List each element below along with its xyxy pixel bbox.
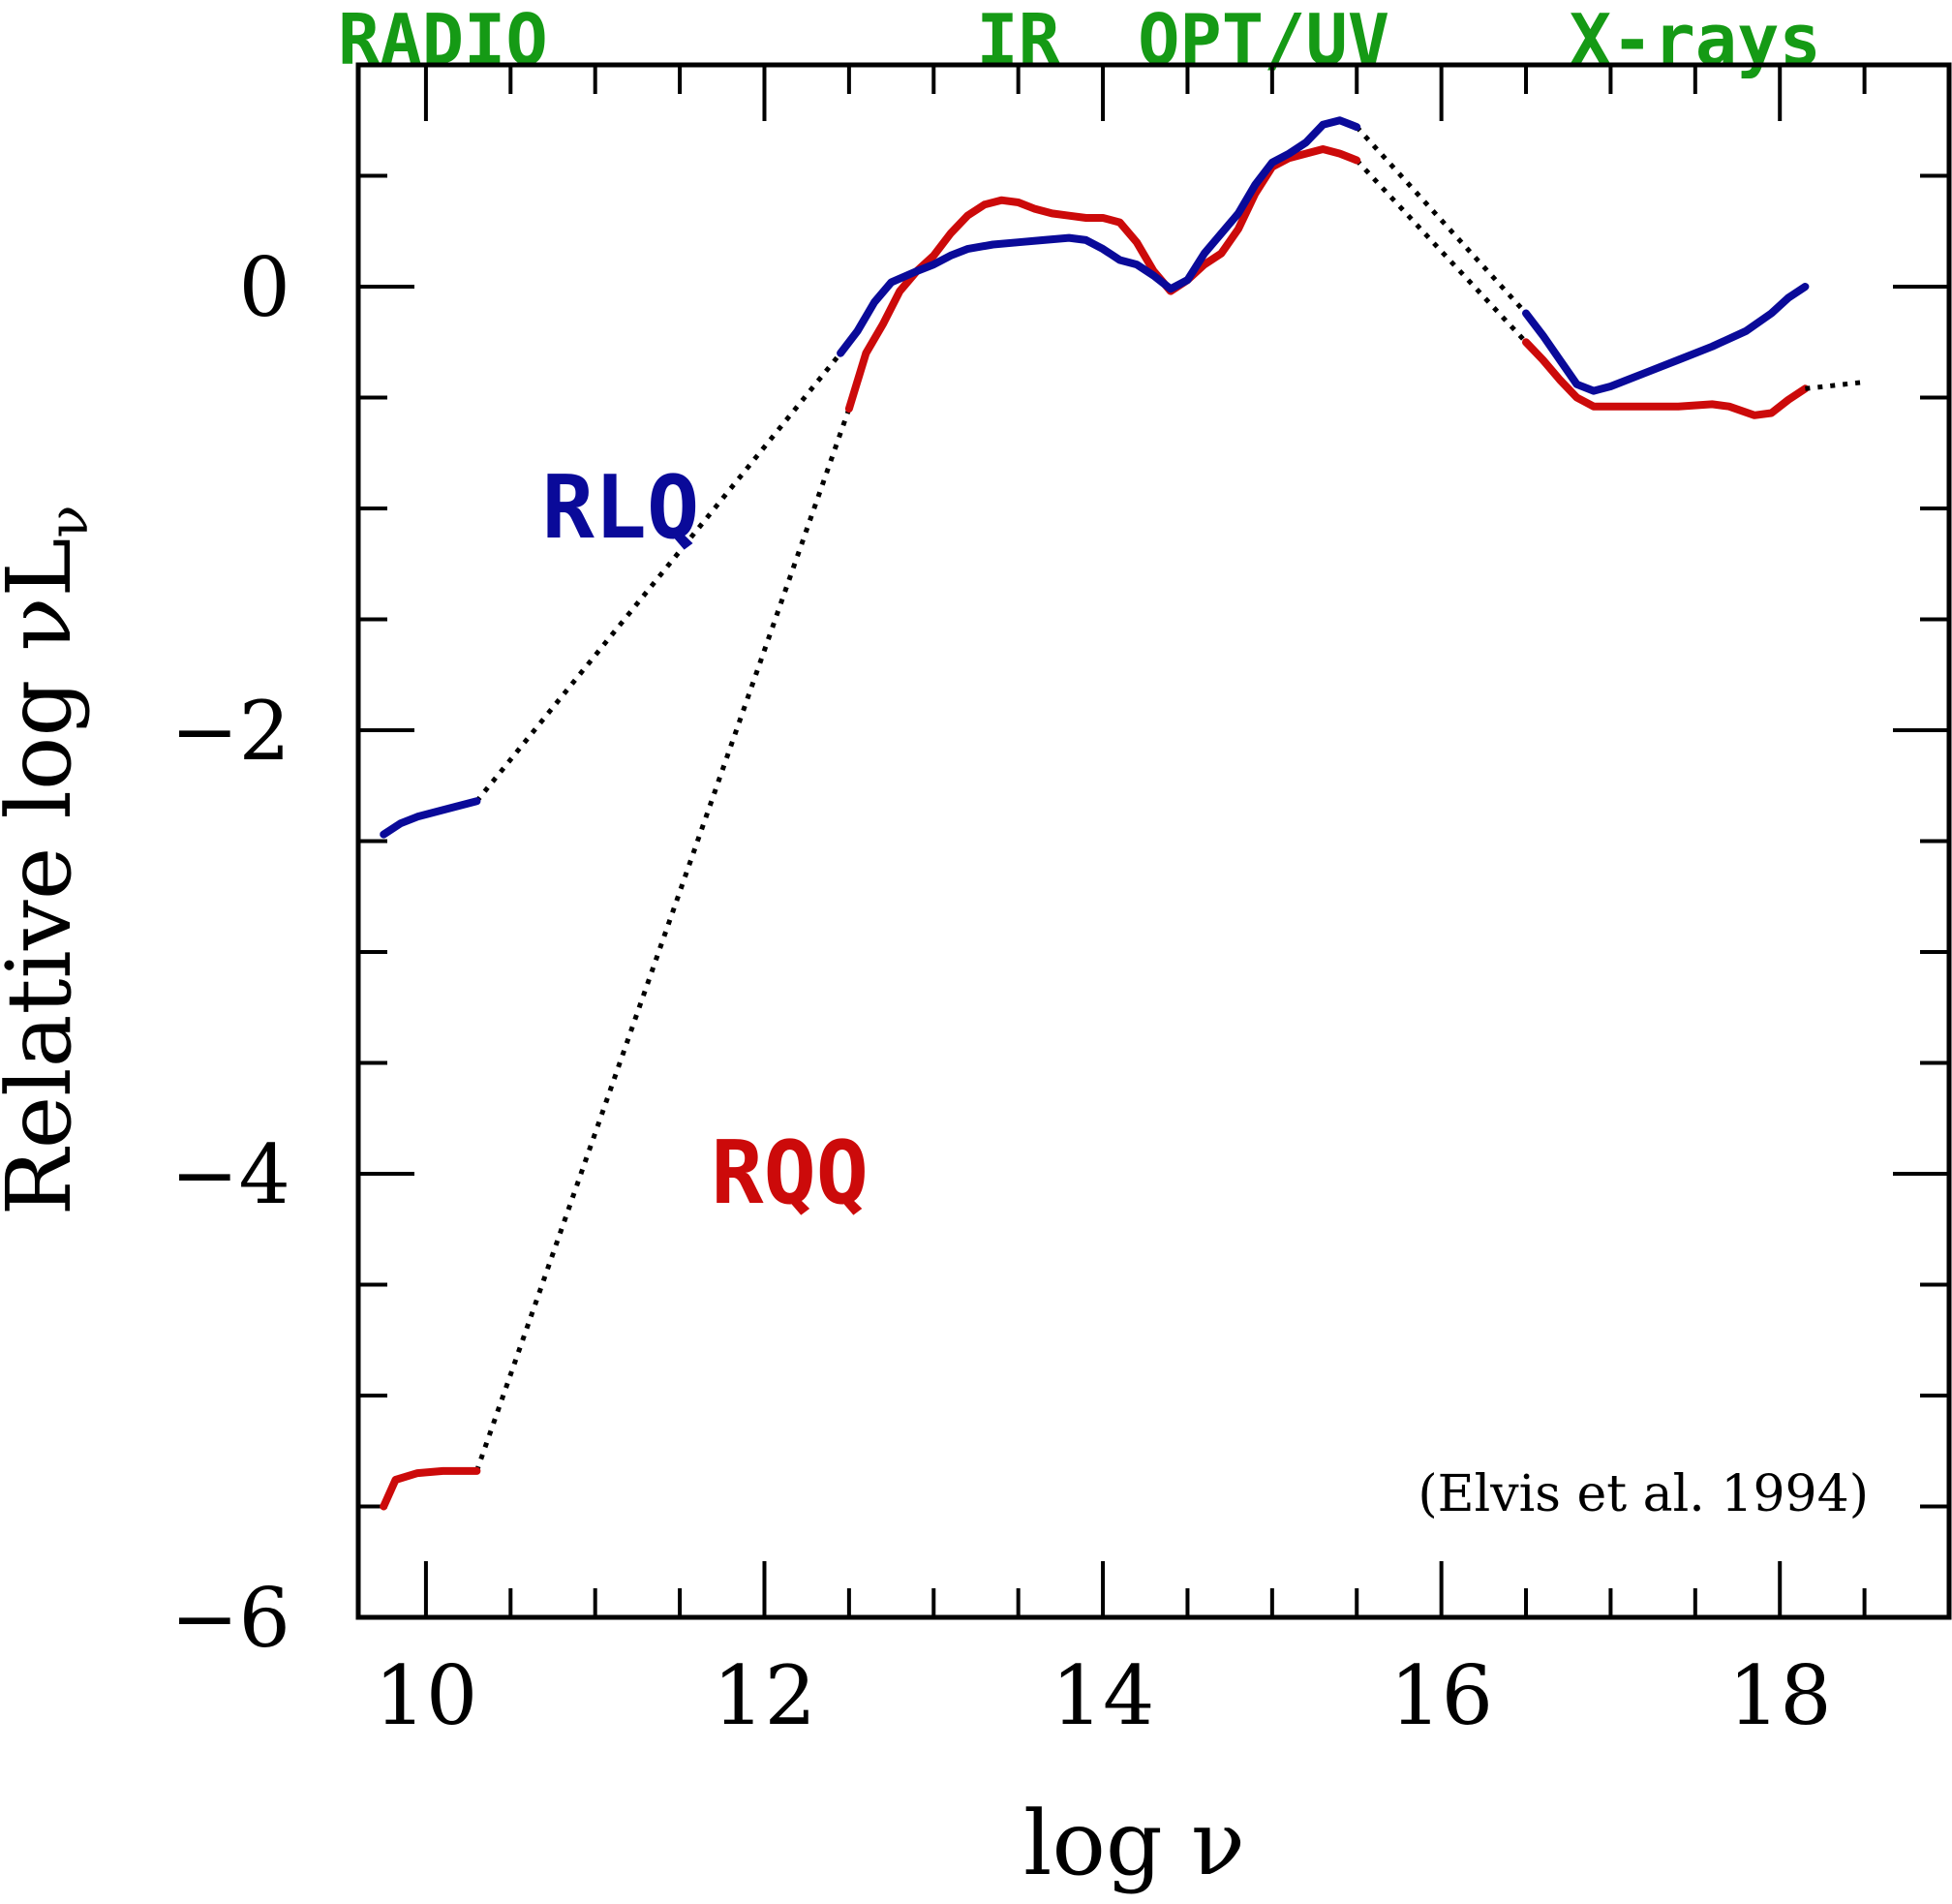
plot-frame [355, 62, 1952, 1620]
series-line-segment [1522, 283, 1810, 395]
x-tick-label: 14 [1052, 1648, 1155, 1743]
dotted-interpolation-line [1355, 125, 1528, 316]
x-axis-label: log ν [1023, 1792, 1245, 1895]
series-2 [1805, 380, 1865, 391]
x-tick-label: 18 [1728, 1648, 1832, 1743]
x-tick-label: 12 [713, 1648, 816, 1743]
series-line-segment [380, 797, 481, 839]
series-line-segment [844, 145, 1361, 413]
dotted-interpolation-line [474, 408, 852, 1472]
series-label: RQQ [711, 1122, 869, 1224]
band-label: OPT/UV [1138, 0, 1389, 80]
dotted-interpolation-line [1805, 380, 1865, 391]
dotted-interpolation-line [474, 352, 843, 803]
citation-annotation: (Elvis et al. 1994) [1418, 1465, 1869, 1523]
svg-text:Relative log νLν: Relative log νLν [0, 505, 101, 1215]
y-axis-label: Relative log νLν [0, 505, 101, 1215]
series-line-segment [380, 1466, 481, 1511]
y-tick-label: −2 [170, 684, 290, 779]
dotted-interpolation-line [1355, 158, 1528, 345]
band-label: RADIO [338, 0, 548, 80]
series-labels: RLQ RQQ [542, 457, 869, 1224]
series-0 [380, 145, 1810, 1511]
series-line-segment [837, 116, 1361, 357]
x-tick-label: 16 [1389, 1648, 1493, 1743]
y-tick-label: −4 [170, 1127, 290, 1222]
y-axis-label-subscript: ν [38, 505, 101, 537]
series-label: RLQ [542, 457, 700, 559]
x-tick-label: 10 [374, 1648, 477, 1743]
series-line-segment [1522, 338, 1810, 419]
y-axis-label-main: Relative log νL [0, 538, 91, 1216]
series-layer [380, 116, 1865, 1511]
axis-ticks [358, 63, 1951, 1619]
y-tick-label: −6 [170, 1571, 290, 1666]
tick-labels: 10 12 14 16 18 0 −2 −4 −6 [170, 240, 1831, 1743]
series-1 [380, 116, 1810, 839]
y-tick-label: 0 [239, 240, 290, 335]
band-labels: RADIO IR OPT/UV X-rays [338, 0, 1821, 80]
